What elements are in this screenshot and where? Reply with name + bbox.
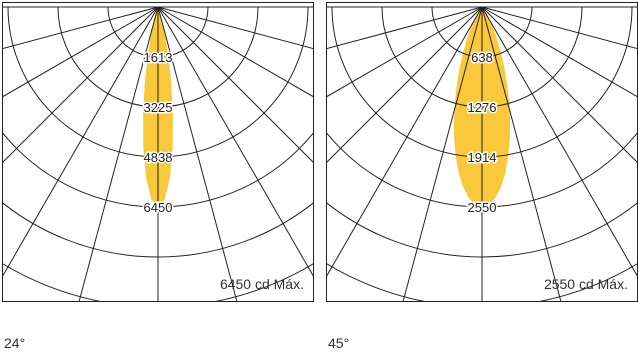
polar-spoke <box>481 6 637 277</box>
polar-spoke <box>402 6 483 301</box>
ring-value-label: 638 <box>471 50 493 65</box>
polar-spoke <box>327 6 483 98</box>
polar-spoke <box>78 6 159 301</box>
polar-spoke <box>3 6 159 50</box>
polar-chart-svg-24: 1613 3225 4838 6450 <box>3 6 313 301</box>
ring-value-label: 1914 <box>468 150 497 165</box>
polar-spoke <box>481 6 637 163</box>
polar-spoke <box>3 6 159 98</box>
ring-value-label: 1276 <box>468 100 497 115</box>
polar-spoke <box>157 6 313 277</box>
ring-value-label: 2550 <box>468 200 497 215</box>
ring-value-label: 6450 <box>144 200 173 215</box>
polar-chart-24: 1613 3225 4838 6450 6450 cd Máx. <box>2 2 314 302</box>
ring-value-label: 3225 <box>144 100 173 115</box>
polar-spoke <box>3 6 159 163</box>
beam-angle-label: 24° <box>4 335 26 351</box>
polar-spoke <box>157 6 313 98</box>
polar-spoke <box>481 6 637 98</box>
polar-spoke <box>327 6 483 277</box>
polar-spoke <box>327 6 483 163</box>
ring-value-label: 1613 <box>144 50 173 65</box>
beam-angle-label: 45° <box>328 335 350 351</box>
polar-spoke <box>481 6 562 301</box>
polar-chart-svg-45: 638 1276 1914 2550 <box>327 6 637 301</box>
polar-spoke <box>157 6 238 301</box>
polar-spoke <box>3 6 159 277</box>
polar-spoke <box>157 6 313 163</box>
ring-value-label: 4838 <box>144 150 173 165</box>
max-intensity-label: 2550 cd Máx. <box>543 276 628 292</box>
polar-spoke <box>327 6 483 50</box>
polar-spoke <box>481 6 637 50</box>
polar-spoke <box>157 6 313 50</box>
max-intensity-label: 6450 cd Máx. <box>219 276 304 292</box>
polar-chart-45: 638 1276 1914 2550 2550 cd Máx. <box>326 2 638 302</box>
